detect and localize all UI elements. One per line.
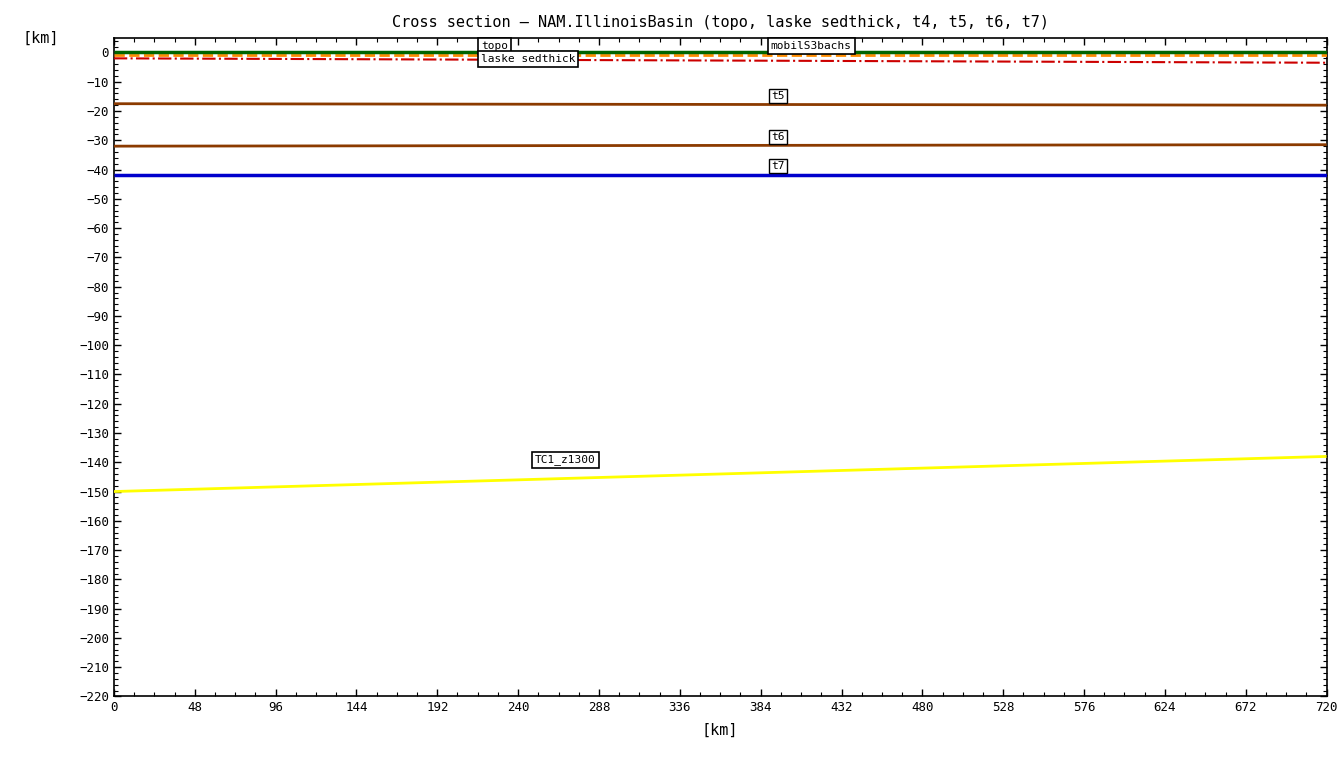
Text: t6: t6 xyxy=(770,132,784,142)
X-axis label: [km]: [km] xyxy=(702,723,738,737)
Text: mobilS3bachs: mobilS3bachs xyxy=(770,41,852,51)
Text: t5: t5 xyxy=(770,91,784,101)
Title: Cross section – NAM.IllinoisBasin (topo, laske sedthick, t4, t5, t6, t7): Cross section – NAM.IllinoisBasin (topo,… xyxy=(391,14,1049,30)
Text: t7: t7 xyxy=(770,161,784,171)
Y-axis label: [km]: [km] xyxy=(23,31,59,46)
Text: TC1_z1300: TC1_z1300 xyxy=(535,454,596,466)
Text: topo: topo xyxy=(481,41,508,51)
Text: laske sedthick: laske sedthick xyxy=(481,54,576,64)
